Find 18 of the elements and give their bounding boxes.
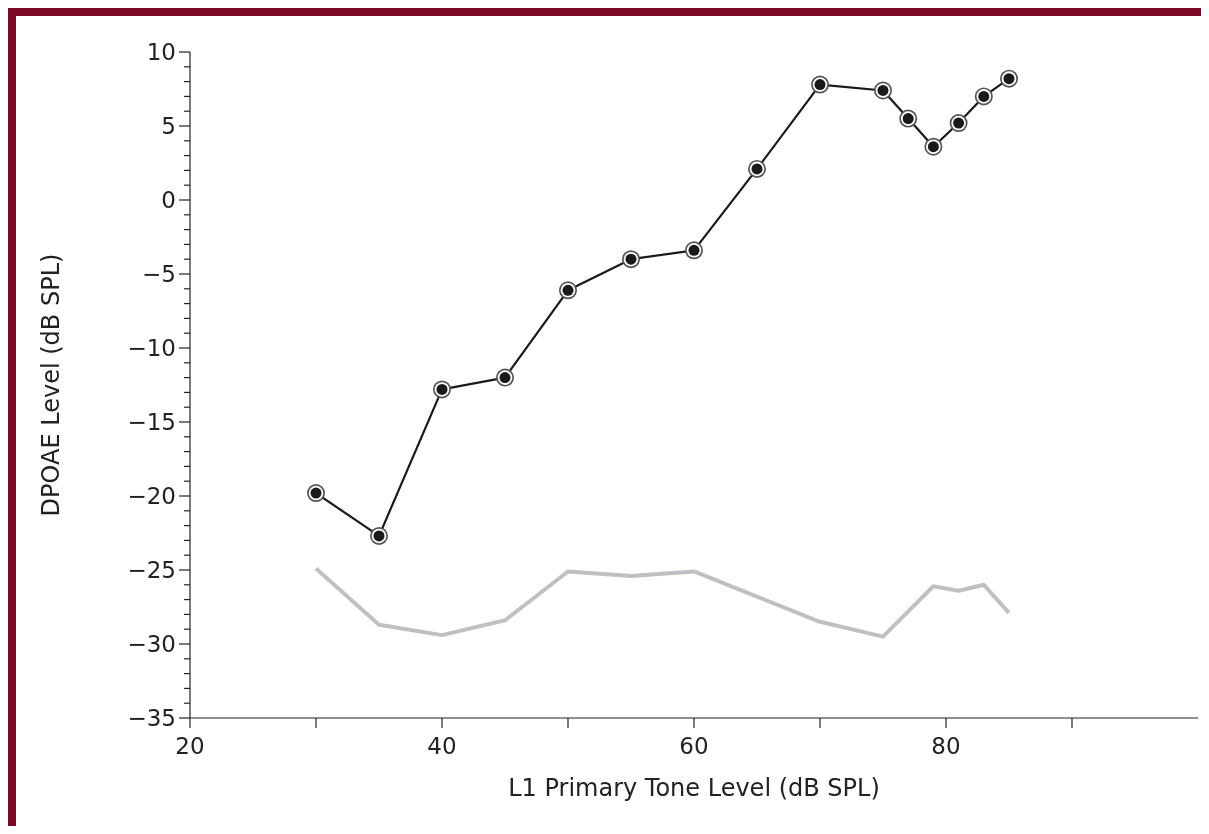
y-tick-label: −15 <box>127 409 176 435</box>
x-tick-label: 20 <box>175 733 205 759</box>
y-tick-label: −20 <box>127 483 176 509</box>
line-series <box>314 566 1011 639</box>
y-tick-label: −5 <box>142 261 176 287</box>
y-tick-label: −35 <box>127 705 176 731</box>
y-axis-title: DPOAE Level (dB SPL) <box>36 253 65 517</box>
y-tick-label: −30 <box>127 631 176 657</box>
page-frame: 20 40 60 80 L1 Primary Tone Level (dB SPL) −35 −30 −25 −20 −15 −10 −5 0 5 10 DPOAE Level (dB SPL) <box>8 8 1201 826</box>
x-tick-label: 40 <box>427 733 457 759</box>
x-tick-label: 60 <box>679 733 709 759</box>
y-tick-label: 10 <box>146 39 176 65</box>
y-tick-label: 0 <box>161 187 176 213</box>
y-tick-label: −10 <box>127 335 176 361</box>
y-tick-label: −25 <box>127 557 176 583</box>
x-axis-title: L1 Primary Tone Level (dB SPL) <box>508 774 880 802</box>
x-tick-label: 80 <box>931 733 961 759</box>
y-tick-label: 5 <box>161 113 176 139</box>
